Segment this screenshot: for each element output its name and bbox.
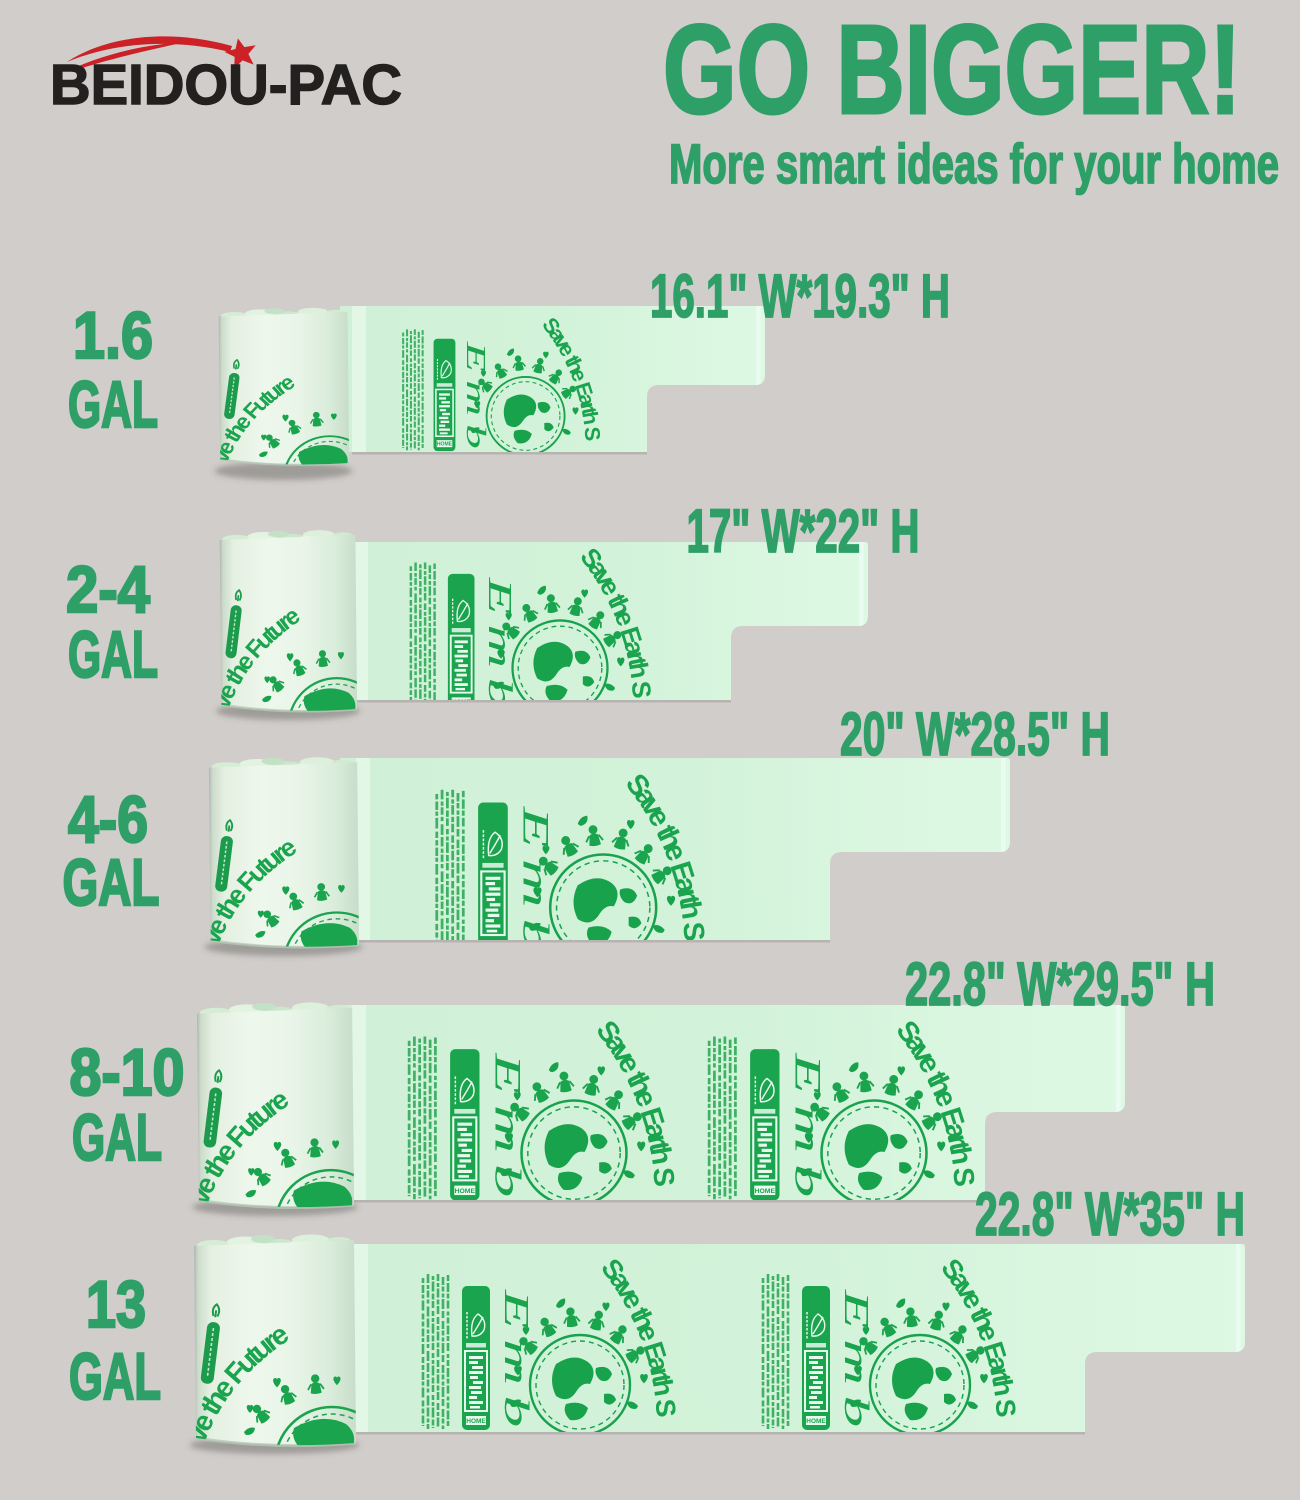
svg-text:22.8" W*35" H: 22.8" W*35" H	[975, 1180, 1245, 1248]
svg-text:2-4: 2-4	[66, 552, 150, 626]
svg-text:GAL: GAL	[72, 1100, 162, 1174]
svg-text:20" W*28.5" H: 20" W*28.5" H	[840, 700, 1110, 768]
svg-text:17" W*22" H: 17" W*22" H	[687, 497, 920, 565]
svg-text:8-10: 8-10	[70, 1035, 185, 1109]
svg-text:1.6: 1.6	[73, 298, 153, 372]
svg-text:13: 13	[86, 1267, 146, 1341]
svg-text:GAL: GAL	[69, 1339, 161, 1413]
svg-text:GAL: GAL	[68, 367, 158, 441]
svg-text:GO BIGGER!: GO BIGGER!	[663, 0, 1241, 140]
svg-text:More smart ideas for your home: More smart ideas for your home	[669, 132, 1279, 195]
svg-text:GAL: GAL	[68, 617, 158, 691]
svg-text:4-6: 4-6	[68, 782, 148, 856]
svg-text:22.8" W*29.5" H: 22.8" W*29.5" H	[905, 950, 1215, 1018]
svg-text:GAL: GAL	[63, 845, 160, 919]
svg-text:16.1" W*19.3" H: 16.1" W*19.3" H	[650, 262, 950, 330]
svg-text:BEIDOU-PAC: BEIDOU-PAC	[50, 53, 402, 117]
